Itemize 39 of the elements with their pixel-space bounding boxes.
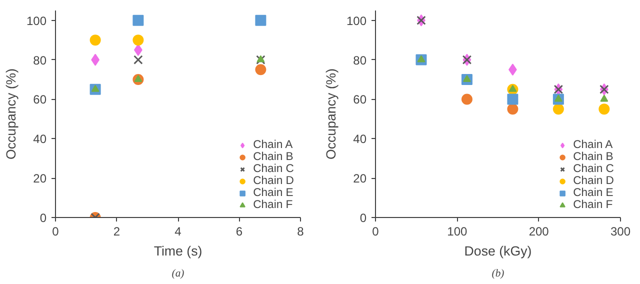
legend-label: Chain C (253, 163, 294, 175)
y-tick-label: 20 (33, 172, 47, 186)
x-axis-title: Time (s) (154, 244, 202, 258)
y-tick-label: 0 (360, 211, 367, 225)
y-tick-label: 100 (346, 14, 367, 28)
y-axis-title: Occupancy (%) (323, 68, 338, 160)
legend-label: Chain F (573, 199, 613, 211)
y-tick-label: 60 (353, 92, 367, 107)
x-tick-label: 200 (528, 224, 550, 238)
legend-label: Chain F (253, 199, 293, 211)
x-tick-label: 0 (372, 224, 380, 238)
y-tick-label: 80 (33, 53, 47, 68)
y-tick-label: 20 (353, 172, 367, 186)
y-axis-title: Occupancy (%) (3, 68, 18, 160)
y-tick-label: 60 (33, 92, 47, 107)
text: (a) (172, 268, 185, 280)
legend-label: Chain B (253, 151, 294, 163)
legend-label: Chain D (253, 175, 294, 187)
y-tick-label: 100 (26, 14, 47, 28)
legend-label: Chain E (253, 187, 294, 199)
x-tick-label: 300 (610, 224, 631, 238)
y-tick-label: 0 (40, 211, 47, 225)
x-tick-label: 100 (447, 224, 468, 238)
legend-label: Chain B (573, 151, 614, 163)
text: (b) (492, 268, 505, 280)
x-tick-label: 2 (113, 224, 120, 238)
x-tick-label: 0 (52, 224, 60, 238)
x-tick-label: 8 (297, 224, 304, 238)
legend-label: Chain C (573, 163, 614, 175)
y-tick-label: 40 (33, 132, 47, 146)
y-tick-label: 40 (353, 132, 367, 146)
legend-label: Chain D (573, 175, 614, 187)
legend-label: Chain A (253, 139, 293, 151)
x-tick-label: 4 (174, 224, 182, 238)
legend-label: Chain E (573, 187, 614, 199)
x-axis-title: Dose (kGy) (464, 244, 532, 258)
x-tick-label: 6 (236, 224, 243, 238)
y-tick-label: 80 (353, 53, 367, 68)
legend-label: Chain A (573, 139, 613, 151)
